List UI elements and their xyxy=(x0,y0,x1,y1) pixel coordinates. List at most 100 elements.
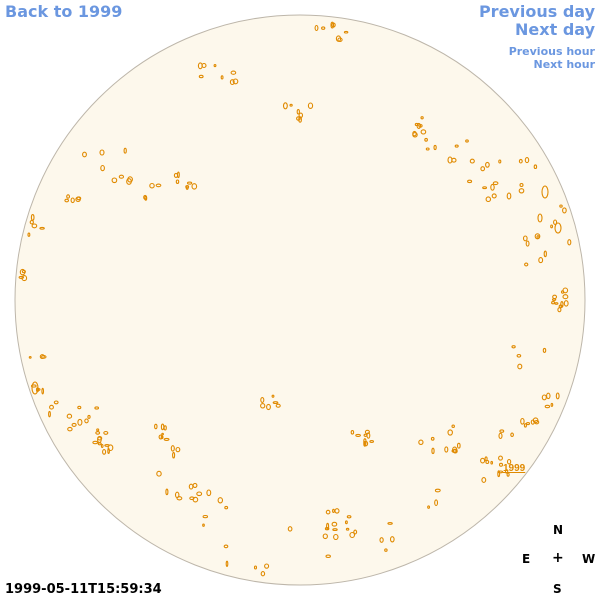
magnetic-contour xyxy=(82,151,87,158)
magnetic-contour xyxy=(321,26,326,30)
magnetic-contour xyxy=(186,181,193,185)
solar-disk xyxy=(14,14,586,586)
magnetic-contour xyxy=(559,204,563,208)
next-hour-link[interactable]: Next hour xyxy=(533,58,596,71)
magnetic-contour xyxy=(530,419,535,425)
magnetic-contour xyxy=(202,523,205,527)
magnetic-contour xyxy=(100,164,105,172)
magnetic-contour xyxy=(543,250,547,258)
magnetic-contour xyxy=(456,442,461,449)
magnetic-contour xyxy=(490,460,494,465)
magnetic-contour xyxy=(333,533,339,541)
magnetic-contour xyxy=(454,144,459,148)
magnetic-contour xyxy=(31,381,39,395)
magnetic-contour xyxy=(550,402,554,407)
magnetic-contour xyxy=(506,458,512,465)
magnetic-contour xyxy=(143,194,148,200)
magnetic-contour xyxy=(430,436,435,441)
magnetic-contour xyxy=(525,422,531,426)
magnetic-contour xyxy=(64,198,70,203)
magnetic-contour xyxy=(510,432,514,438)
magnetic-contour xyxy=(516,353,522,358)
magnetic-contour xyxy=(95,431,101,435)
magnetic-contour xyxy=(520,417,525,425)
previous-hour-link[interactable]: Previous hour xyxy=(508,45,595,58)
magnetic-contours xyxy=(18,21,572,577)
magnetic-contour xyxy=(485,196,492,203)
magnetic-contour xyxy=(123,147,127,154)
magnetic-contour xyxy=(434,499,439,507)
magnetic-contour xyxy=(104,443,110,447)
magnetic-contour xyxy=(562,294,569,300)
magnetic-contour xyxy=(480,457,486,464)
magnetic-contour xyxy=(490,183,495,191)
magnetic-contour xyxy=(349,531,356,539)
magnetic-contour xyxy=(76,196,82,201)
magnetic-contour xyxy=(39,226,45,230)
magnetic-contour xyxy=(253,565,258,570)
magnetic-contour xyxy=(480,166,486,172)
magnetic-contour xyxy=(158,434,163,440)
magnetic-contour xyxy=(491,193,497,199)
previous-day-link[interactable]: Previous day xyxy=(478,2,595,21)
magnetic-contour xyxy=(337,37,343,42)
magnetic-contour xyxy=(334,508,340,514)
magnetic-contour xyxy=(534,233,541,240)
magnetic-contour xyxy=(518,158,523,164)
magnetic-contour xyxy=(149,182,155,189)
magnetic-contour xyxy=(555,392,560,400)
magnetic-contour xyxy=(418,439,424,446)
magnetic-contour xyxy=(48,410,51,418)
magnetic-contour xyxy=(30,384,37,388)
magnetic-contour xyxy=(498,455,503,461)
magnetic-contour xyxy=(99,149,105,156)
magnetic-contour xyxy=(344,520,348,525)
magnetic-contour xyxy=(198,74,204,79)
magnetic-contour xyxy=(523,423,527,428)
magnetic-contour xyxy=(84,418,89,424)
region-label[interactable]: 1999 xyxy=(503,463,526,474)
magnetic-contour xyxy=(343,30,349,34)
magnetic-contour xyxy=(425,147,430,151)
magnetic-contour xyxy=(567,239,572,246)
magnetic-contour xyxy=(266,403,271,411)
magnetic-contour xyxy=(499,429,505,433)
magnetic-contour xyxy=(553,219,558,225)
magnetic-contour xyxy=(353,529,358,535)
magnetic-contour xyxy=(87,414,91,419)
magnetic-contour xyxy=(192,482,198,488)
magnetic-contour xyxy=(27,232,31,237)
magnetic-contour xyxy=(29,219,34,225)
next-day-link[interactable]: Next day xyxy=(515,20,595,39)
magnetic-contour xyxy=(554,222,562,234)
magnetic-contour xyxy=(363,438,367,445)
magnetic-contour xyxy=(412,132,418,138)
compass-south: S xyxy=(553,582,562,596)
magnetic-contour xyxy=(451,424,455,429)
magnetic-contour xyxy=(350,429,355,435)
magnetic-contour xyxy=(427,505,431,509)
magnetic-contour xyxy=(53,400,59,405)
magnetic-contour xyxy=(364,429,370,435)
magnetic-contour xyxy=(271,394,275,398)
magnetic-contour xyxy=(192,496,199,503)
magnetic-contour xyxy=(19,268,26,276)
magnetic-contour xyxy=(369,440,375,443)
magnetic-contour xyxy=(41,387,45,395)
magnetic-contour xyxy=(223,544,229,549)
compass-center: + xyxy=(552,550,564,566)
magnetic-contour xyxy=(77,405,82,410)
magnetic-contour xyxy=(524,262,529,267)
magnetic-contour xyxy=(563,300,569,307)
magnetic-contour xyxy=(66,194,71,199)
back-to-year-link[interactable]: Back to 1999 xyxy=(5,2,123,21)
magnetic-contour xyxy=(379,537,384,543)
magnetic-contour xyxy=(49,404,54,410)
magnetic-contour xyxy=(346,515,352,519)
magnetic-contour xyxy=(541,394,547,401)
magnetic-contour xyxy=(70,197,75,204)
magnetic-contour xyxy=(484,456,488,462)
magnetic-contour xyxy=(287,526,293,532)
magnetic-contour xyxy=(126,178,132,185)
